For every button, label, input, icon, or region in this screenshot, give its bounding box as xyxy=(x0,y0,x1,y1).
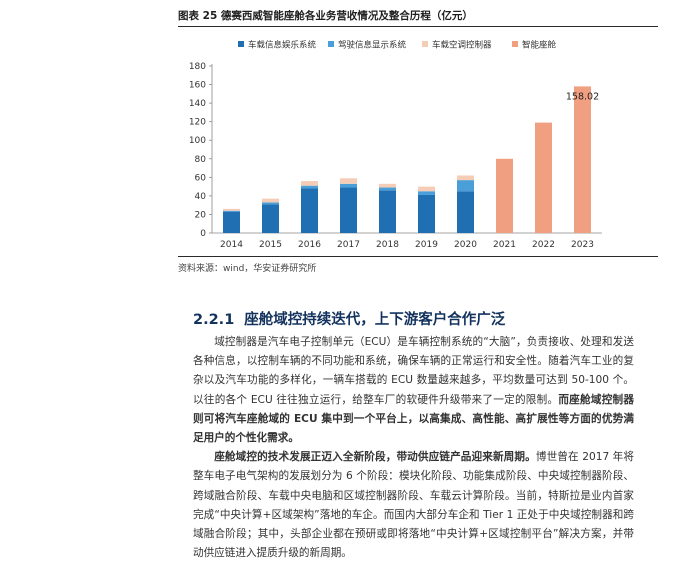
bar-segment xyxy=(418,194,435,233)
y-tick-label: 100 xyxy=(189,136,206,146)
legend-label: 车载空调控制器 xyxy=(432,40,492,51)
bar-segment xyxy=(418,186,435,192)
bar-segment xyxy=(301,185,318,189)
bar-segment xyxy=(535,122,552,233)
legend-label: 智能座舱 xyxy=(522,40,557,51)
body-text: 域控制器是汽车电子控制单元（ECU）是车辆控制系统的“大脑”，负责接收、处理和发… xyxy=(193,333,634,563)
x-tick-label: 2021 xyxy=(493,240,516,250)
bar-segment xyxy=(496,158,513,233)
bar-segment xyxy=(418,191,435,195)
paragraph-1: 域控制器是汽车电子控制单元（ECU）是车辆控制系统的“大脑”，负责接收、处理和发… xyxy=(193,333,634,448)
x-tick-label: 2016 xyxy=(298,240,321,250)
bar-segment xyxy=(457,191,474,233)
bar-segment xyxy=(340,178,357,184)
bar-segment xyxy=(262,204,279,233)
chart-axes: 0 20 40 60 80 100 120 140 160 180 2014 2015 2016 2017… xyxy=(189,62,602,250)
figure-bottom-rule xyxy=(178,256,658,257)
chart-data-labels: 158.02 xyxy=(566,91,599,102)
y-tick-label: 120 xyxy=(189,118,206,128)
legend-swatch xyxy=(512,41,518,47)
legend-swatch xyxy=(422,41,428,47)
legend-swatch xyxy=(328,41,334,47)
y-tick-label: 140 xyxy=(189,99,206,109)
paragraph-1-text: 域控制器是汽车电子控制单元（ECU）是车辆控制系统的“大脑”，负责接收、处理和发… xyxy=(193,336,634,406)
bar-segment xyxy=(574,86,591,234)
bar-segment xyxy=(379,190,396,233)
figure-source: 资料来源：wind，华安证券研究所 xyxy=(178,264,317,274)
bar-segment xyxy=(379,183,396,188)
legend-item: 智能座舱 xyxy=(512,40,557,51)
chart-legend: 车载信息娱乐系统 驾驶信息显示系统 车载空调控制器 智能座舱 xyxy=(238,40,557,51)
x-tick-label: 2019 xyxy=(415,240,438,250)
y-tick-label: 20 xyxy=(195,210,207,220)
x-tick-label: 2020 xyxy=(454,240,477,250)
x-tick-label: 2023 xyxy=(571,240,594,250)
y-tick-label: 180 xyxy=(189,62,206,72)
bar-segment xyxy=(457,180,474,192)
legend-item: 车载空调控制器 xyxy=(422,40,492,51)
section-number: 2.2.1 xyxy=(193,312,235,328)
x-tick-label: 2015 xyxy=(259,240,282,250)
legend-label: 驾驶信息显示系统 xyxy=(338,40,407,51)
bar-segment xyxy=(262,202,279,205)
legend-swatch xyxy=(238,41,244,47)
x-tick-label: 2017 xyxy=(337,240,360,250)
figure-top-rule xyxy=(178,26,658,27)
paragraph-2-text: 博世曾在 2017 年将整车电子电气架构的发展划分为 6 个阶段：模块化阶段、功… xyxy=(193,451,634,560)
y-tick-label: 160 xyxy=(189,81,206,91)
chart-bars xyxy=(223,86,591,234)
section-heading: 2.2.1 座舱域控持续迭代，上下游客户合作广泛 xyxy=(193,308,505,329)
bar-segment xyxy=(223,211,240,233)
x-tick-label: 2022 xyxy=(532,240,555,250)
bar-segment xyxy=(262,198,279,203)
bar-segment xyxy=(301,188,318,233)
legend-label: 车载信息娱乐系统 xyxy=(248,40,317,51)
paragraph-2-bold-head: 座舱域控的技术发展正迈入全新阶段，带动供应链产品迎来新周期。 xyxy=(214,451,536,464)
bar-segment xyxy=(340,187,357,233)
bar-segment xyxy=(223,208,240,211)
section-title: 座舱域控持续迭代，上下游客户合作广泛 xyxy=(244,312,506,328)
y-tick-label: 0 xyxy=(200,229,206,239)
bar-segment xyxy=(223,210,240,212)
legend-item: 车载信息娱乐系统 xyxy=(238,40,317,51)
y-tick-label: 60 xyxy=(195,173,207,183)
y-tick-label: 40 xyxy=(195,192,207,202)
bar-data-label: 158.02 xyxy=(566,91,599,102)
figure-title: 图表 25 德赛西威智能座舱各业务营收情况及整合历程（亿元） xyxy=(178,10,473,22)
bar-segment xyxy=(340,183,357,188)
bar-segment xyxy=(457,175,474,181)
x-tick-label: 2018 xyxy=(376,240,399,250)
y-tick-label: 80 xyxy=(195,155,207,165)
bar-segment xyxy=(379,187,396,191)
x-tick-label: 2014 xyxy=(220,240,243,250)
paragraph-2: 座舱域控的技术发展正迈入全新阶段，带动供应链产品迎来新周期。博世曾在 2017 … xyxy=(193,448,634,563)
bar-segment xyxy=(301,181,318,186)
revenue-stacked-bar-chart: 车载信息娱乐系统 驾驶信息显示系统 车载空调控制器 智能座舱 0 20 40 60 80 100… xyxy=(189,40,602,250)
legend-item: 驾驶信息显示系统 xyxy=(328,40,407,51)
paragraph-1-bold-tail: 而座舱域控制器则可将汽车座舱域的 ECU 集中到一个平台上，以高集成、高性能、高… xyxy=(193,393,635,445)
